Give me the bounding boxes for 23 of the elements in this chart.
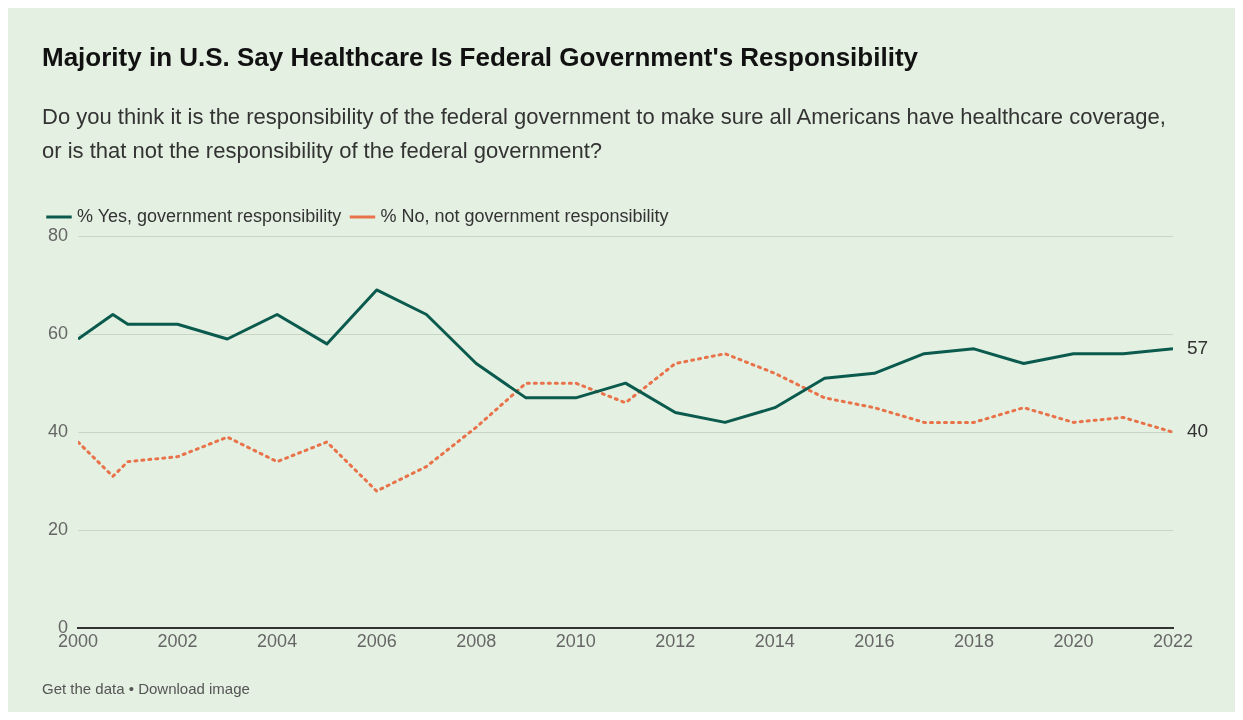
legend-label: % No, not government responsibility [380,205,669,226]
chart-title: Majority in U.S. Say Healthcare Is Federal Government's Responsibility [42,42,919,73]
x-tick-label: 2010 [555,631,596,652]
x-tick-label: 2004 [257,631,298,652]
x-tick-label: 2008 [456,631,497,652]
y-tick-label: 60 [47,323,69,344]
y-tick-label: 20 [47,519,69,540]
legend-label: % Yes, government responsibility [77,205,342,226]
x-tick-label: 2002 [157,631,198,652]
x-tick-label: 2018 [953,631,994,652]
y-tick-label: 40 [47,421,69,442]
y-tick-label: 80 [47,224,69,245]
x-tick-label: 2012 [655,631,696,652]
chart-subtitle: Do you think it is the responsibility of the federal government to make sure all Americans have healthcare coverage, or is that not the responsibility of the federal government? [42,103,1167,165]
line-series [78,352,1173,493]
text: Get the data • Download image [42,680,250,697]
annotation: 40 [1187,420,1209,442]
x-tick-label: 2014 [754,631,795,652]
annotation: 57 [1187,337,1209,359]
x-tick-label: 2022 [1152,631,1194,652]
x-tick-label: 2020 [1053,631,1094,652]
x-tick-label: 2016 [854,631,895,652]
x-tick-label: 2006 [356,631,397,652]
